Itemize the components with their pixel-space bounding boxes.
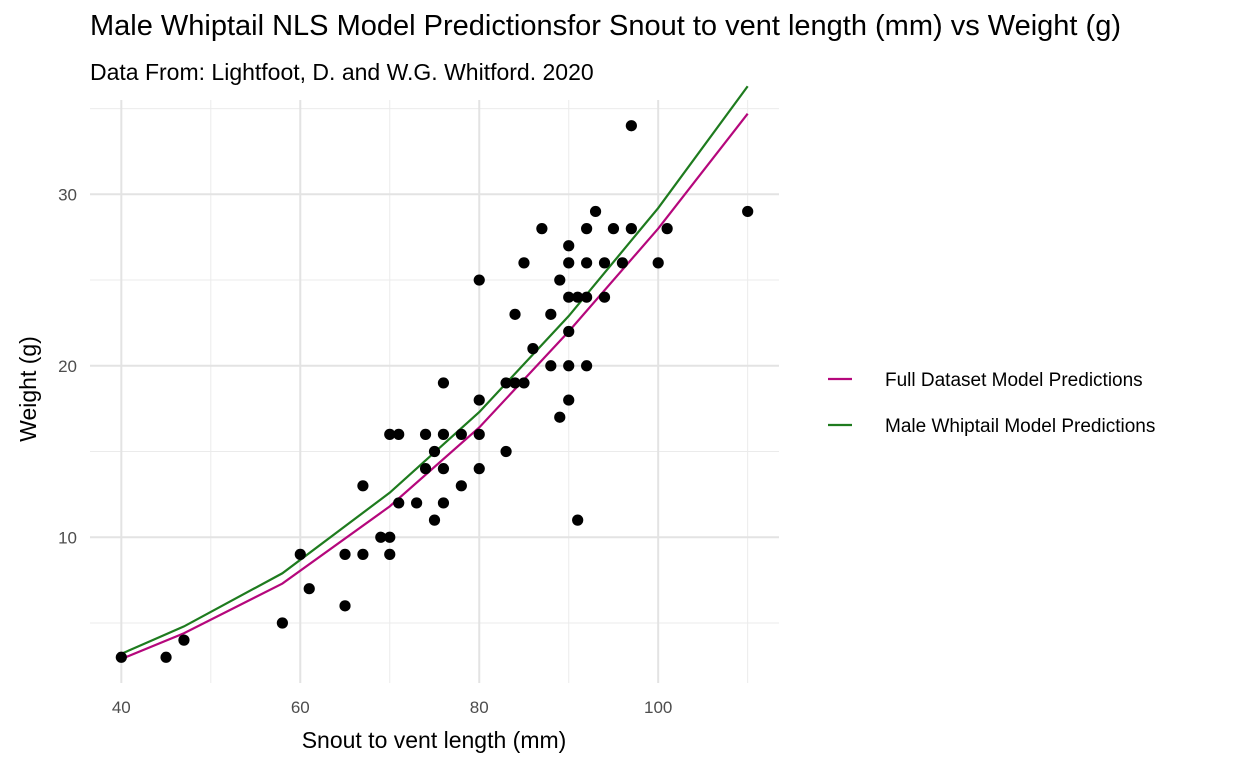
data-point: [115, 651, 127, 663]
data-point: [598, 257, 611, 269]
major-gridlines: [90, 100, 779, 683]
data-point: [742, 205, 754, 218]
data-point: [563, 291, 575, 303]
y-tick-label: 20: [58, 357, 77, 376]
data-point: [357, 480, 369, 492]
data-point: [500, 445, 512, 458]
data-point: [339, 548, 351, 560]
data-point: [178, 634, 190, 646]
data-point: [473, 274, 485, 286]
x-axis-tick-labels: 40 60 80 100: [112, 698, 673, 717]
x-tick-label: 60: [291, 698, 310, 717]
data-point: [357, 548, 369, 560]
data-point: [607, 223, 620, 235]
data-point: [160, 651, 172, 663]
data-point: [563, 325, 575, 338]
x-tick-label: 80: [470, 698, 489, 717]
data-point: [616, 257, 629, 269]
data-point: [545, 360, 557, 372]
data-point: [473, 463, 485, 475]
data-point: [625, 223, 637, 235]
y-tick-label: 10: [58, 528, 77, 547]
data-point: [303, 583, 315, 595]
data-point: [661, 223, 673, 235]
data-point: [393, 428, 405, 440]
minor-gridlines: [90, 100, 779, 683]
data-point: [509, 308, 521, 320]
data-points: [115, 120, 754, 663]
data-point: [500, 377, 512, 389]
data-point: [294, 548, 306, 560]
data-point: [527, 343, 539, 355]
data-point: [276, 617, 288, 629]
data-point: [625, 120, 637, 132]
data-point: [581, 223, 593, 235]
data-point: [554, 411, 566, 423]
data-point: [563, 257, 575, 269]
y-axis-tick-labels: 10 20 30: [58, 185, 77, 547]
data-point: [581, 291, 593, 303]
data-point: [437, 377, 450, 389]
data-point: [598, 291, 611, 303]
data-point: [581, 257, 593, 269]
y-tick-label: 30: [58, 185, 77, 204]
y-axis-title: Weight (g): [15, 336, 41, 442]
data-point: [384, 428, 396, 440]
legend-label-1: Full Dataset Model Predictions: [885, 370, 1143, 391]
data-point: [572, 291, 584, 303]
chart-subtitle: Data From: Lightfoot, D. and W.G. Whitfo…: [90, 59, 594, 85]
x-tick-label: 40: [112, 698, 131, 717]
legend-label-2: Male Whiptail Model Predictions: [885, 416, 1155, 437]
data-point: [437, 428, 450, 440]
data-point: [563, 394, 575, 406]
legend: Full Dataset Model Predictions Male Whipt…: [828, 370, 1155, 437]
data-point: [455, 428, 467, 440]
data-point: [473, 394, 485, 406]
data-point: [563, 240, 575, 252]
data-point: [384, 548, 396, 560]
x-tick-label: 100: [644, 698, 672, 717]
data-point: [581, 360, 593, 372]
data-point: [518, 257, 530, 269]
data-point: [652, 257, 664, 269]
data-point: [437, 497, 450, 509]
data-point: [554, 274, 566, 286]
data-point: [473, 428, 485, 440]
data-point: [419, 428, 432, 440]
data-point: [384, 531, 396, 543]
data-point: [455, 480, 467, 492]
series-line-1: [120, 113, 749, 661]
data-point: [545, 308, 557, 320]
chart-title: Male Whiptail NLS Model Predictionsfor S…: [90, 10, 1121, 42]
data-point: [509, 377, 521, 389]
data-point: [375, 531, 387, 543]
data-point: [589, 205, 602, 218]
model-prediction-lines: [120, 85, 749, 661]
data-point: [411, 497, 423, 509]
data-point: [428, 514, 441, 526]
series-line-2: [120, 85, 749, 655]
data-point: [419, 463, 432, 475]
data-point: [572, 514, 584, 526]
data-point: [393, 497, 405, 509]
data-point: [428, 445, 441, 458]
data-point: [339, 600, 351, 612]
data-point: [536, 223, 548, 235]
x-axis-title: Snout to vent length (mm): [302, 727, 567, 753]
data-point: [437, 463, 450, 475]
data-point: [563, 360, 575, 372]
data-point: [518, 377, 530, 389]
